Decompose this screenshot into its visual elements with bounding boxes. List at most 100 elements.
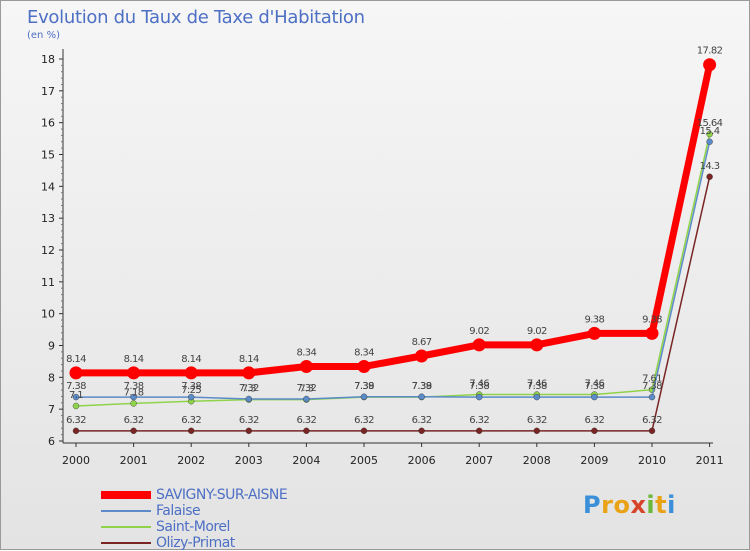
data-label: 7.38 bbox=[469, 381, 489, 392]
data-point bbox=[357, 360, 371, 374]
data-point bbox=[187, 427, 195, 435]
data-point bbox=[187, 393, 195, 401]
data-point bbox=[703, 58, 717, 72]
data-point bbox=[72, 393, 80, 401]
legend-swatch bbox=[101, 526, 151, 528]
data-point bbox=[360, 427, 368, 435]
legend-label: Saint-Morel bbox=[156, 519, 230, 535]
legend-swatch bbox=[101, 491, 151, 499]
data-label: 7.38 bbox=[354, 381, 374, 392]
data-point bbox=[472, 338, 486, 352]
data-point bbox=[72, 402, 80, 410]
data-label: 7.61 bbox=[642, 374, 662, 385]
data-label: 7.38 bbox=[527, 381, 547, 392]
data-point bbox=[418, 393, 425, 400]
data-label: 7.38 bbox=[66, 381, 86, 392]
data-label: 17.82 bbox=[697, 46, 723, 57]
chart-subtitle: (en %) bbox=[27, 30, 60, 41]
y-tick-label: 13 bbox=[41, 212, 55, 225]
data-point bbox=[303, 427, 310, 435]
data-point bbox=[530, 338, 544, 352]
data-label: 7.39 bbox=[412, 381, 432, 392]
data-label: 6.32 bbox=[354, 415, 374, 426]
x-tick-label: 2007 bbox=[465, 454, 493, 467]
chart-title: Evolution du Taux de Taxe d'Habitation bbox=[27, 7, 365, 28]
data-label: 7.32 bbox=[296, 383, 316, 394]
x-tick-label: 2008 bbox=[523, 454, 551, 467]
data-point bbox=[245, 427, 253, 435]
data-label: 14.3 bbox=[700, 161, 720, 172]
data-point bbox=[415, 349, 429, 363]
y-tick-label: 10 bbox=[41, 308, 55, 321]
data-label: 8.14 bbox=[124, 354, 144, 365]
data-label: 8.14 bbox=[66, 354, 86, 365]
proxiti-logo: Proxiti bbox=[583, 491, 676, 519]
data-label: 7.25 bbox=[181, 385, 201, 396]
data-point bbox=[130, 393, 137, 401]
x-tick-label: 2011 bbox=[696, 454, 724, 467]
logo-letter: x bbox=[630, 491, 647, 519]
x-tick-label: 2010 bbox=[638, 454, 666, 467]
y-tick-label: 16 bbox=[41, 117, 55, 130]
data-point bbox=[127, 366, 141, 380]
y-tick-label: 15 bbox=[41, 149, 55, 162]
data-label: 7.38 bbox=[584, 381, 604, 392]
data-point bbox=[69, 366, 83, 380]
data-label: 8.34 bbox=[296, 348, 316, 359]
data-point bbox=[72, 427, 80, 435]
data-label: 6.32 bbox=[296, 415, 316, 426]
data-label: 6.32 bbox=[66, 415, 86, 426]
data-label: 6.32 bbox=[239, 415, 259, 426]
y-tick-label: 8 bbox=[48, 371, 55, 384]
data-label: 9.38 bbox=[584, 314, 604, 325]
data-point bbox=[242, 366, 256, 380]
data-label: 7.46 bbox=[584, 379, 604, 390]
series-line-1 bbox=[76, 141, 711, 400]
data-point bbox=[648, 393, 656, 401]
data-point bbox=[648, 427, 656, 435]
y-tick-label: 7 bbox=[48, 403, 55, 416]
data-label: 6.32 bbox=[412, 415, 432, 426]
data-label: 7.38 bbox=[642, 381, 662, 392]
data-label: 7.3 bbox=[299, 384, 313, 395]
legend-swatch bbox=[101, 542, 151, 544]
x-tick-label: 2002 bbox=[177, 454, 205, 467]
data-label: 15.4 bbox=[700, 126, 720, 137]
data-label: 6.32 bbox=[469, 415, 489, 426]
logo-letter: o bbox=[613, 491, 631, 519]
data-point bbox=[706, 173, 713, 180]
data-point bbox=[130, 427, 137, 435]
x-tick-label: 2005 bbox=[350, 454, 378, 467]
y-tick-label: 18 bbox=[41, 53, 55, 66]
logo-letter: P bbox=[583, 491, 602, 519]
data-label: 6.32 bbox=[527, 415, 547, 426]
series-line-0 bbox=[76, 63, 714, 377]
x-tick-label: 2006 bbox=[408, 454, 436, 467]
x-tick-label: 2003 bbox=[235, 454, 263, 467]
data-label: 6.32 bbox=[642, 415, 662, 426]
data-label: 7.38 bbox=[412, 381, 432, 392]
x-tick-label: 2009 bbox=[580, 454, 608, 467]
data-point bbox=[418, 427, 425, 435]
data-label: 7.1 bbox=[69, 390, 83, 401]
data-label: 8.14 bbox=[239, 354, 259, 365]
logo-letter: t bbox=[655, 491, 668, 519]
data-label: 7.38 bbox=[124, 381, 144, 392]
data-point bbox=[591, 427, 598, 435]
data-label: 6.32 bbox=[124, 415, 144, 426]
data-label: 6.32 bbox=[584, 415, 604, 426]
data-label: 7.18 bbox=[124, 387, 144, 398]
y-tick-label: 9 bbox=[48, 340, 55, 353]
y-tick-label: 14 bbox=[41, 180, 55, 193]
data-point bbox=[476, 427, 483, 435]
legend-label: SAVIGNY-SUR-AISNE bbox=[156, 487, 288, 503]
data-point bbox=[184, 366, 198, 380]
y-tick-label: 11 bbox=[41, 276, 55, 289]
data-point bbox=[645, 326, 659, 340]
x-tick-label: 2004 bbox=[292, 454, 320, 467]
data-label: 7.3 bbox=[242, 384, 256, 395]
data-point bbox=[299, 360, 313, 374]
data-point bbox=[587, 326, 601, 340]
data-point bbox=[706, 130, 713, 138]
